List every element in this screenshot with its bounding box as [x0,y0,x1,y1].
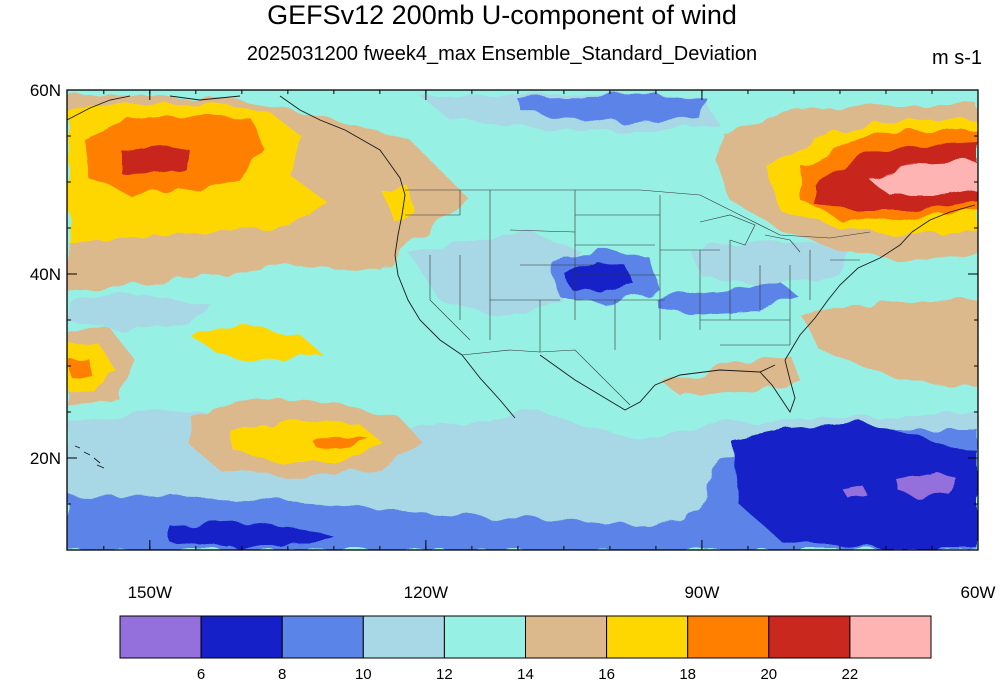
colorbar-swatch [281,615,364,659]
colorbar-swatch [849,615,932,659]
coastline-florida [759,359,796,413]
region-16-18-pnw [380,188,418,222]
coastlines [67,95,976,469]
axis-labels: 60N 40N 20N 150W 120W 90W 60W [30,81,996,602]
colorbar-swatch [200,615,283,659]
state-lines-east [660,240,860,346]
colorbar-level-label: 6 [197,666,205,683]
region-gt22-canada-east [868,162,978,195]
colorbar-level-label: 18 [679,666,696,683]
region-18-20-hawaii [70,358,92,380]
lon-tick-label: 120W [404,583,448,602]
lat-tick-label: 20N [30,449,61,468]
units-label: m s-1 [932,47,982,69]
region-6-8-pacific-strip [170,522,330,546]
region-6-8-plains [566,260,632,292]
region-10-12-pacific-mid [67,292,210,330]
region-14-16-se-us [665,355,800,395]
colorbar-swatch [525,615,608,659]
colorbar-level-label: 10 [355,666,372,683]
region-lt6-b [842,485,868,500]
border-us-mexico [461,349,631,406]
coastline-west-us [394,194,463,356]
colorbar-level-label: 14 [517,666,534,683]
region-20-22-ne-pacific [120,145,190,175]
region-18-20-subtropical [312,436,370,447]
region-14-16-atlantic [800,300,978,385]
lat-tick-label: 60N [30,81,61,100]
us-state-boundaries [405,189,871,406]
contour-fills [67,92,978,550]
colorbar: 6 8 10 12 14 16 18 20 22 [119,615,932,683]
hawaii-islands [74,445,105,469]
border-us-canada [405,189,871,239]
colorbar-swatch [362,615,445,659]
colorbar-swatch [687,615,770,659]
lon-tick-label: 90W [684,583,719,602]
region-lt6-a [895,470,958,498]
colorbar-level-label: 16 [598,666,615,683]
coastline-east-us [784,231,913,361]
state-lines-west [405,190,600,352]
colorbar-level-label: 20 [760,666,777,683]
chart-subtitle: 2025031200 fweek4_max Ensemble_Standard_… [246,43,758,65]
state-lines-central [574,190,665,350]
region-16-18-mid-pacific [190,326,320,360]
lat-tick-label: 40N [30,265,61,284]
region-8-10-ohio [655,282,800,315]
region-16-18-subtropical [232,420,385,462]
region-6-8-caribbean [730,422,978,548]
coastline-mexico-gulf [539,354,776,411]
region-10-12-west-us [410,232,580,318]
lon-tick-label: 60W [961,583,996,602]
colorbar-level-label: 22 [842,666,859,683]
colorbar-swatch [606,615,689,659]
colorbar-swatch [443,615,526,659]
chart-title: GEFSv12 200mb U-component of wind [267,0,737,30]
great-lakes [699,214,801,253]
region-8-10-north [515,94,705,122]
colorbar-swatch [768,615,851,659]
map-area [67,90,978,550]
coastline-baja [461,354,516,419]
tick-marks [67,89,979,550]
region-16-18-hawaii [67,342,115,392]
colorbar-swatch [119,615,202,659]
colorbar-level-label: 12 [436,666,453,683]
coastline-alaska [67,95,406,196]
lon-tick-label: 150W [128,583,172,602]
colorbar-level-label: 8 [278,666,286,683]
coastline-canada-east [911,204,976,233]
